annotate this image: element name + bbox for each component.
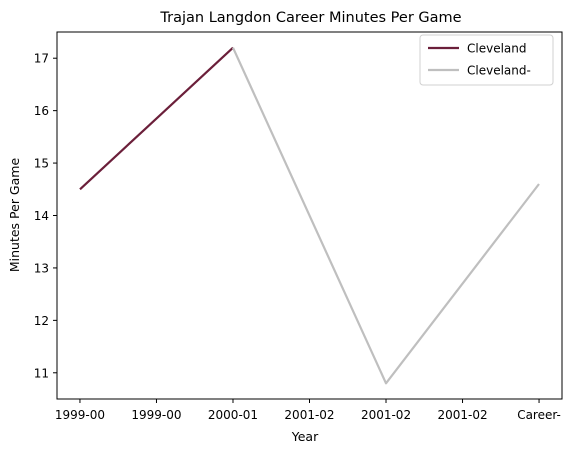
plot-frame <box>56 31 563 400</box>
y-axis-ticks: 11 12 13 14 15 16 17 <box>34 52 57 380</box>
y-tick-label: 11 <box>34 366 49 380</box>
y-tick-label: 17 <box>34 52 49 66</box>
y-tick-label: 14 <box>34 209 49 223</box>
legend-label: Cleveland <box>467 42 527 56</box>
x-tick-label: 2001-02 <box>361 408 411 422</box>
y-tick-label: 12 <box>34 314 49 328</box>
x-tick-label: 1999-00 <box>55 408 105 422</box>
series-line <box>231 47 540 385</box>
x-tick-label: 2001-02 <box>284 408 334 422</box>
y-tick-label: 15 <box>34 157 49 171</box>
legend: Cleveland Cleveland- <box>419 34 554 86</box>
x-tick-label: 2001-02 <box>437 408 487 422</box>
x-axis-ticks: 1999-00 1999-00 2000-01 2001-02 2001-02 2001-… <box>55 399 561 422</box>
legend-label: Cleveland- <box>467 64 531 78</box>
y-tick-label: 16 <box>34 104 49 118</box>
y-tick-label: 13 <box>34 261 49 275</box>
x-tick-label: 2000-01 <box>208 408 258 422</box>
y-axis-label: Minutes Per Game <box>7 158 22 273</box>
x-axis-label: Year <box>291 429 319 444</box>
x-tick-label: 1999-00 <box>131 408 181 422</box>
chart-title: Trajan Langdon Career Minutes Per Game <box>159 10 461 26</box>
x-tick-label: Career- <box>517 408 561 422</box>
series-line <box>79 46 234 191</box>
series-lines <box>79 46 540 385</box>
